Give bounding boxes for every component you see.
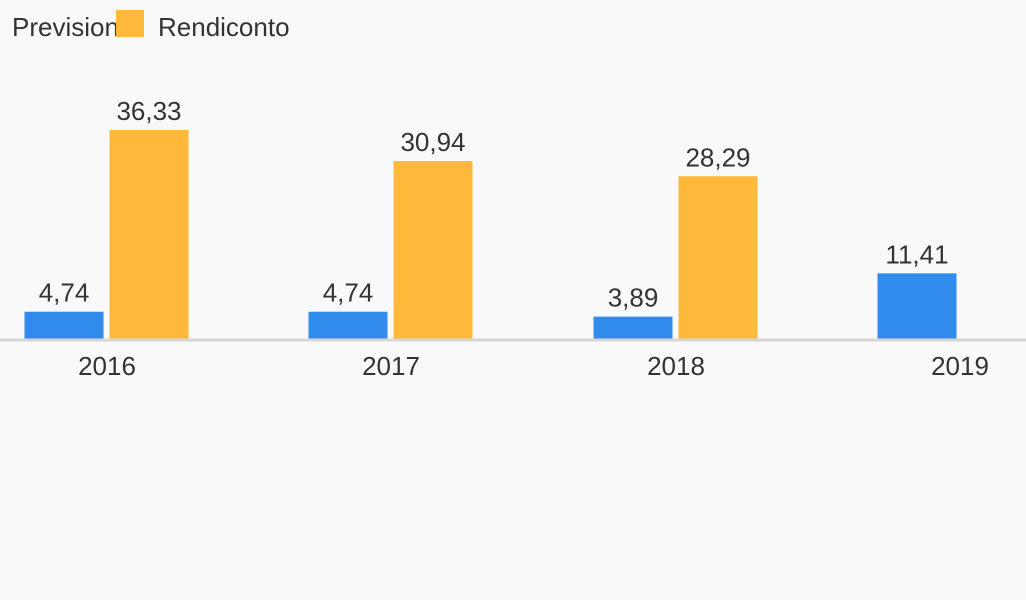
bar-2017-2 — [393, 161, 473, 339]
value-labels: 4,74 36,33 4,74 30,94 3,89 28,29 11,41 — [39, 96, 949, 313]
x-tick-label-2019: 2019 — [931, 351, 989, 381]
x-axis-ticks: 2016 2017 2018 2019 — [78, 351, 989, 381]
x-tick-label-2017: 2017 — [362, 351, 420, 381]
value-label-2017-2: 30,94 — [400, 127, 465, 157]
bar-2018-1 — [593, 316, 673, 339]
legend-swatch-2 — [116, 10, 144, 37]
value-label-2016-2: 36,33 — [116, 96, 181, 126]
legend-label-1: Previsione — [12, 12, 133, 42]
legend-label-2: Rendiconto — [158, 12, 290, 42]
bar-2019-1 — [877, 273, 957, 339]
value-label-2018-1: 3,89 — [608, 283, 659, 313]
bars — [24, 130, 957, 339]
value-label-2019-1: 11,41 — [885, 239, 948, 269]
bar-2016-2 — [109, 130, 189, 339]
x-tick-label-2018: 2018 — [647, 351, 705, 381]
value-label-2018-2: 28,29 — [685, 142, 750, 172]
x-tick-label-2016: 2016 — [78, 351, 136, 381]
legend: Previsione Rendiconto — [12, 10, 290, 42]
value-label-2016-1: 4,74 — [39, 278, 90, 308]
value-label-2017-1: 4,74 — [323, 278, 374, 308]
bar-2016-1 — [24, 311, 104, 339]
bar-2018-2 — [678, 176, 758, 339]
bar-2017-1 — [308, 311, 388, 339]
